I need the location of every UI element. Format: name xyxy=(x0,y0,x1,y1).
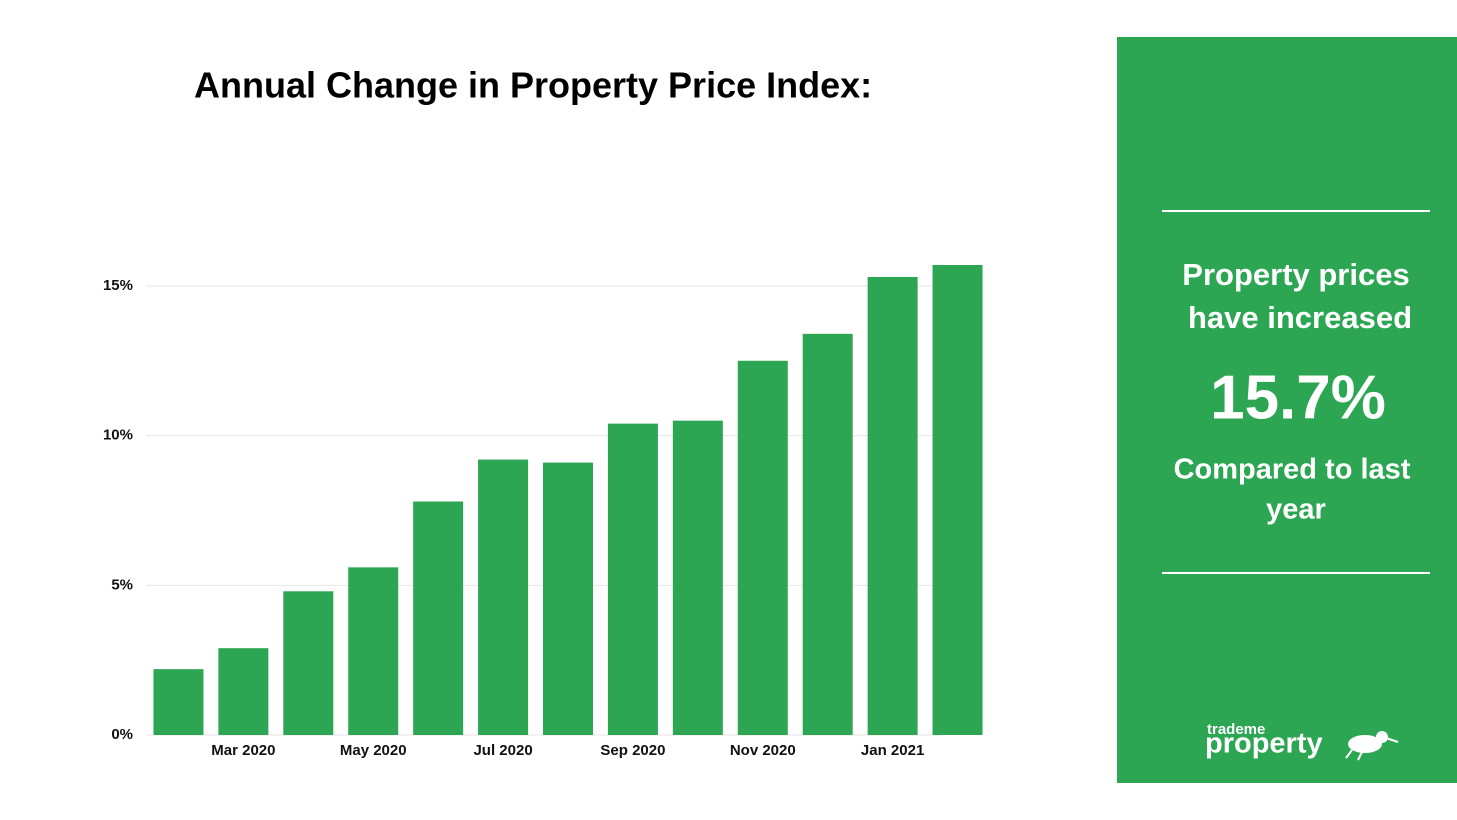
bar xyxy=(543,462,593,735)
panel-text: Compared to last xyxy=(1174,454,1411,486)
x-tick-label: Jan 2021 xyxy=(861,742,924,759)
bar xyxy=(737,360,788,735)
bar xyxy=(607,423,658,735)
bar xyxy=(802,333,853,735)
bar xyxy=(413,501,464,735)
x-tick-label: May 2020 xyxy=(340,742,407,759)
y-tick-label: 10% xyxy=(103,427,133,444)
summary-panel: Property prices have increased 15.7% Com… xyxy=(1117,37,1457,783)
panel-background xyxy=(1117,37,1457,783)
x-tick-label: Sep 2020 xyxy=(600,742,665,759)
y-tick-label: 15% xyxy=(103,277,133,294)
panel-text: year xyxy=(1266,494,1326,526)
y-tick-label: 0% xyxy=(111,726,133,743)
bar xyxy=(218,648,269,735)
logo-text: trademe xyxy=(1207,721,1265,738)
headline-value: 15.7% xyxy=(1210,363,1386,432)
bar xyxy=(153,669,204,735)
chart-title: Annual Change in Property Price Index: xyxy=(194,65,872,106)
bar xyxy=(348,567,399,735)
logo-text: property xyxy=(1205,728,1323,760)
panel-text: Property prices xyxy=(1182,257,1409,292)
bar xyxy=(932,264,983,735)
x-tick-label: Mar 2020 xyxy=(211,742,275,759)
kiwi-icon xyxy=(1345,731,1399,761)
panel-text: have increased xyxy=(1188,300,1412,335)
bar xyxy=(867,276,918,735)
bar xyxy=(672,420,723,735)
x-tick-label: Nov 2020 xyxy=(730,742,796,759)
bar xyxy=(478,459,529,735)
x-tick-label: Jul 2020 xyxy=(473,742,532,759)
bar xyxy=(283,591,334,735)
y-tick-label: 5% xyxy=(111,576,133,593)
